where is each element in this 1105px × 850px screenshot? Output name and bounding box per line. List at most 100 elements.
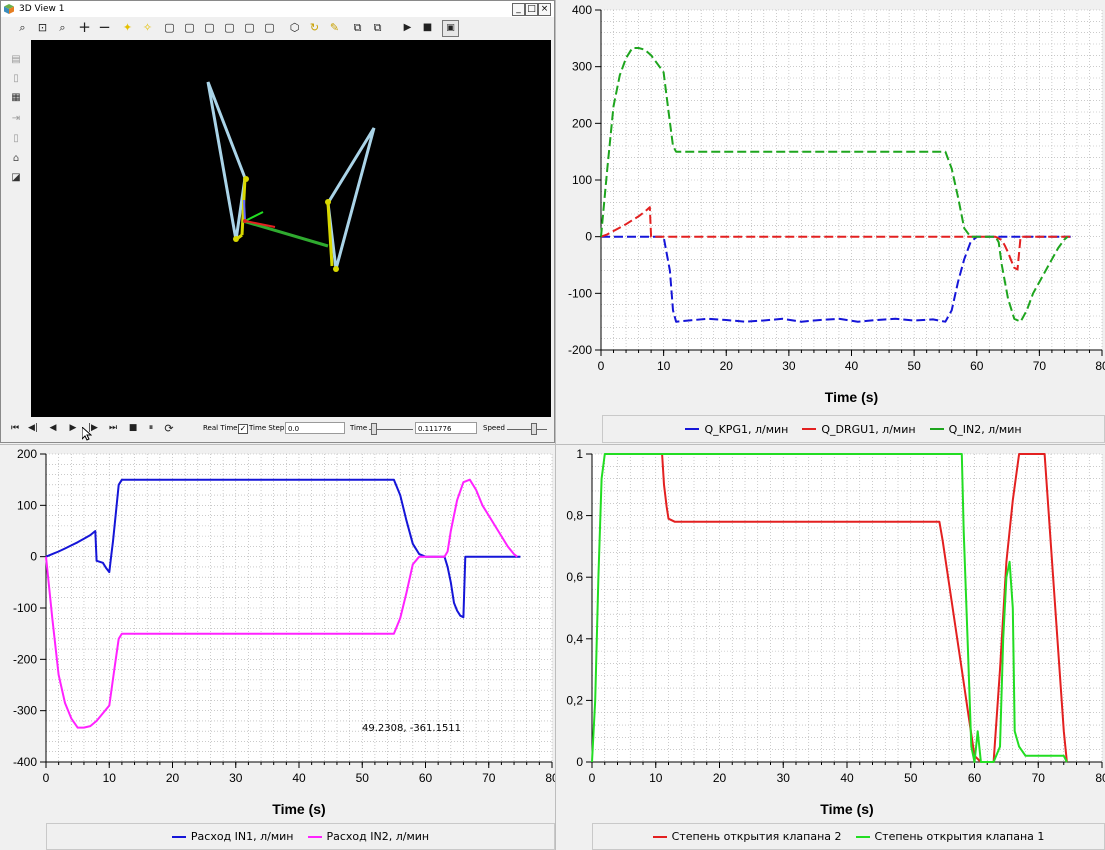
3d-viewport[interactable] (31, 40, 551, 417)
series-line-1 (45, 478, 518, 729)
y-tick-label: -400 (13, 755, 37, 769)
legend-item[interactable]: Степень открытия клапана 1 (855, 830, 1044, 843)
base-link (242, 219, 329, 248)
layer-2-icon[interactable]: ▯ (13, 73, 19, 84)
vertical-splitter[interactable] (555, 0, 556, 850)
step-forward-button[interactable]: |▶ (88, 423, 98, 433)
view-right-icon[interactable]: ▢ (224, 21, 235, 34)
y-tick-label: 100 (572, 173, 592, 187)
layer-1-icon[interactable]: ▤ (11, 54, 21, 65)
y-tick-label: 0,8 (566, 509, 583, 523)
x-tick-label: 10 (657, 359, 671, 373)
rotate-icon[interactable]: ↻ (309, 21, 320, 34)
maximize-button[interactable]: □ (525, 3, 538, 16)
stop-button[interactable]: ■ (128, 423, 138, 433)
3d-scene (206, 81, 376, 272)
skip-end-button[interactable]: ⏭ (108, 423, 118, 433)
time-slider[interactable] (369, 429, 413, 430)
shaded-icon[interactable]: ⧉ (373, 21, 382, 34)
x-tick-label: 70 (1033, 359, 1047, 373)
legend-swatch (855, 835, 870, 838)
step-back-button[interactable]: ◀| (28, 423, 38, 433)
view-front-icon[interactable]: ▢ (164, 21, 175, 34)
legend-inlet-flows: Расход IN1, л/мин Расход IN2, л/мин (46, 823, 555, 850)
loop-button[interactable]: ⟳ (164, 422, 174, 435)
zoom-in-icon[interactable]: + (78, 18, 91, 36)
wireframe-icon[interactable]: ⧉ (353, 21, 362, 34)
view-left-icon[interactable]: ▢ (204, 21, 215, 34)
legend-item[interactable]: Q_IN2, л/мин (929, 423, 1022, 436)
y-tick-label: -200 (13, 652, 37, 666)
time-value-input[interactable]: 0.111776 (415, 422, 477, 434)
x-tick-label: 70 (482, 771, 496, 785)
x-tick-label: 0 (598, 359, 605, 373)
legend-item[interactable]: Степень открытия клапана 2 (652, 830, 842, 843)
grid-icon[interactable]: ▦ (11, 92, 21, 103)
view-bottom-icon[interactable]: ▢ (264, 21, 275, 34)
zoom-fit-icon[interactable]: ⌕ (19, 21, 26, 34)
arrow-icon[interactable]: ⇥ (11, 113, 21, 124)
legend-label: Расход IN2, л/мин (326, 830, 430, 843)
x-tick-label: 80 (1095, 359, 1105, 373)
legend-item[interactable]: Расход IN1, л/мин (171, 830, 294, 843)
camera-icon[interactable]: ⌂ (12, 153, 20, 164)
view-back-icon[interactable]: ▢ (184, 21, 195, 34)
x-tick-label: 80 (545, 771, 555, 785)
left-actuator-tip (237, 233, 243, 240)
y-tick-label: 400 (572, 3, 592, 17)
cursor-coordinate-readout: 49.2308, -361.1511 (362, 723, 462, 734)
legend-item[interactable]: Расход IN2, л/мин (307, 830, 430, 843)
series-line-0 (601, 235, 1071, 323)
view-top-icon[interactable]: ▢ (244, 21, 255, 34)
legend-item[interactable]: Q_KPG1, л/мин (685, 423, 788, 436)
minimize-button[interactable]: _ (512, 3, 525, 16)
zoom-region-icon[interactable]: ⊡ (37, 21, 48, 34)
x-tick-label: 50 (356, 771, 370, 785)
x-tick-label: 20 (166, 771, 180, 785)
time-step-input[interactable]: 0.0 (285, 422, 345, 434)
chart-flows-top[interactable]: 0 10 20 30 40 50 60 70 80 -200 -100 0 100 200 300 400 Ti… (557, 0, 1105, 443)
legend-item[interactable]: Q_DRGU1, л/мин (802, 423, 916, 436)
right-leg-frame (326, 127, 376, 270)
y-tick-label: 0,4 (566, 632, 583, 646)
speed-slider[interactable] (507, 429, 547, 430)
x-tick-label: 30 (777, 771, 791, 785)
play-back-button[interactable]: ◀ (49, 423, 57, 433)
legend-swatch (652, 835, 667, 838)
zoom-out-icon[interactable]: − (98, 18, 111, 36)
save-icon[interactable]: ▣ (442, 20, 459, 37)
stop-icon[interactable]: ■ (422, 22, 433, 33)
speed-slider-thumb[interactable] (531, 423, 537, 435)
chart-inlet-flows[interactable]: 0 10 20 30 40 50 60 70 80 -400 -300 -200 -100 0 100 200… (0, 446, 555, 850)
series-line-1 (600, 206, 1071, 271)
time-step-checkbox[interactable]: ✓ (238, 424, 248, 434)
chart-valve-opening[interactable]: 0 10 20 30 40 50 60 70 80 0 0,2 0,4 0,6 0,8 1 Time (s) (557, 446, 1105, 850)
close-button[interactable]: × (538, 3, 551, 16)
x-axis-label: Time (s) (825, 389, 878, 405)
light-icon[interactable]: ✦ (122, 21, 133, 34)
window-titlebar[interactable]: 3D View 1 _ □ × (1, 1, 554, 17)
horizontal-splitter[interactable] (0, 444, 1105, 445)
play-icon[interactable]: ▶ (403, 22, 412, 33)
skip-start-button[interactable]: ⏮ (10, 423, 20, 433)
view-iso-icon[interactable]: ⬡ (289, 21, 300, 34)
time-label: Time (350, 424, 368, 432)
time-slider-thumb[interactable] (371, 423, 377, 435)
legend-label: Расход IN1, л/мин (190, 830, 294, 843)
play-forward-button[interactable]: ▶ (69, 423, 77, 433)
zoom-icon[interactable]: ⌕ (59, 21, 66, 34)
legend-swatch (929, 428, 944, 430)
object-icon[interactable]: ◪ (11, 172, 21, 183)
window-title: 3D View 1 (19, 4, 65, 14)
pause-button[interactable]: ⏸ (148, 423, 154, 433)
legend-label: Q_KPG1, л/мин (704, 422, 789, 436)
center-icon[interactable]: ✧ (142, 21, 153, 34)
pick-icon[interactable]: ✎ (329, 21, 340, 34)
3d-sidebar: ▤ ▯ ▦ ⇥ ▯ ⌂ ◪ (5, 41, 27, 416)
x-tick-label: 40 (292, 771, 306, 785)
origin-marker (243, 219, 247, 223)
cylinder-icon[interactable]: ▯ (13, 133, 19, 144)
x-axis-label: Time (s) (820, 801, 873, 817)
axis-z (243, 199, 246, 222)
x-axis-label: Time (s) (272, 801, 325, 817)
